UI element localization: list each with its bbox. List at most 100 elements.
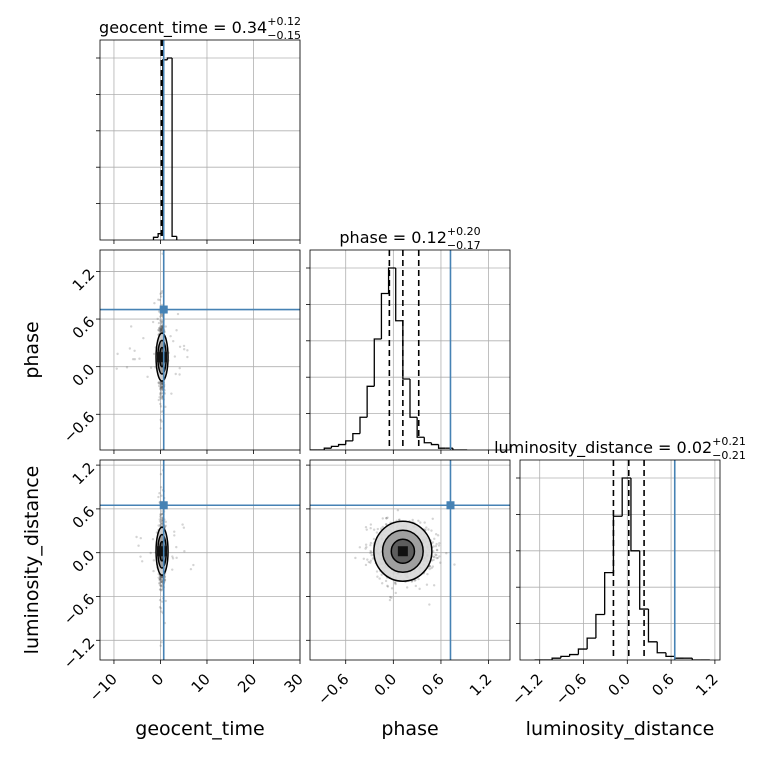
sample-point [161, 519, 164, 522]
sample-point [160, 509, 164, 513]
histogram-bin [577, 648, 588, 655]
sample-point [369, 527, 372, 530]
sample-point [160, 314, 163, 317]
title-minus-sign: − [447, 239, 456, 252]
sample-point [160, 321, 163, 324]
histogram-bin [647, 609, 658, 643]
sample-point [160, 580, 163, 583]
title-plus-sign: + [447, 225, 456, 238]
sample-point [432, 558, 435, 562]
panel-title-geocent_time: geocent_time = 0.34+0.12 [99, 15, 301, 38]
sample-point [157, 495, 160, 499]
sample-point [157, 381, 160, 384]
contour-line [381, 529, 424, 573]
x-tick-label: 0 [148, 670, 167, 689]
sample-point [152, 559, 156, 562]
histogram-bin [560, 655, 570, 659]
sample-point [161, 579, 164, 582]
sample-point [158, 326, 161, 330]
sample-point [158, 578, 162, 581]
sample-point [157, 328, 161, 331]
sample-point [159, 418, 162, 421]
title-minus-text: −0.15 [267, 29, 301, 42]
sample-point [159, 607, 163, 610]
sample-point [158, 520, 162, 523]
sample-point [158, 598, 162, 602]
sample-point [386, 585, 390, 588]
y-axis-label-luminosity_distance: luminosity_distance [21, 466, 43, 655]
histogram-bin [674, 656, 684, 659]
sample-point [159, 473, 163, 476]
histogram-bin [366, 385, 375, 418]
sample-point [186, 355, 189, 359]
sample-point [419, 521, 422, 524]
sample-point [159, 292, 162, 296]
title-minus-sign: − [712, 449, 721, 462]
title-equals: = [388, 228, 412, 247]
sample-point [175, 545, 178, 549]
sample-point [158, 395, 161, 399]
x-tick-label: 1.2 [466, 670, 496, 700]
sample-point [376, 527, 380, 531]
sample-point [436, 556, 439, 560]
sample-point [160, 396, 164, 399]
x-tick-label: 10 [188, 670, 214, 696]
sample-point [160, 395, 164, 398]
sample-point [159, 513, 163, 517]
histogram-bin [656, 641, 666, 654]
sample-point [160, 584, 163, 587]
sample-point [414, 584, 418, 588]
sample-point [161, 313, 164, 317]
sample-point [435, 548, 439, 552]
panel-luminosity_distance-histogram [520, 460, 720, 660]
sample-point [151, 537, 155, 541]
title-minus-text: −0.21 [712, 449, 746, 462]
sample-point [178, 366, 181, 370]
sample-point [160, 382, 164, 386]
sample-point [159, 315, 162, 318]
sample-point [183, 549, 186, 553]
sample-point [158, 382, 161, 385]
sample-point [394, 582, 397, 586]
sample-point [398, 518, 401, 521]
histogram-luminosity_distance [534, 460, 710, 660]
sample-point [159, 330, 162, 333]
sample-point [437, 544, 441, 547]
sample-point [160, 410, 164, 413]
sample-point [159, 584, 163, 587]
histogram-bin [568, 653, 579, 657]
sample-point [159, 486, 163, 489]
sample-point [135, 535, 138, 539]
sample-point [164, 520, 167, 524]
x-axis-label-luminosity_distance: luminosity_distance [526, 718, 715, 740]
sample-point [157, 298, 160, 301]
sample-point [366, 558, 369, 561]
sample-point [160, 325, 163, 329]
sample-point [438, 555, 441, 558]
histogram-bin [604, 571, 614, 615]
sample-point [364, 543, 368, 546]
sample-point [160, 521, 164, 524]
x-tick-label: 0.6 [418, 670, 448, 700]
histogram-bin [345, 440, 353, 445]
panel-frame [309, 459, 511, 661]
sample-point [379, 527, 383, 530]
sample-point [394, 591, 397, 595]
sample-point [160, 327, 163, 331]
sample-point [158, 579, 161, 582]
sample-point [375, 570, 379, 573]
histogram-bin [373, 338, 382, 387]
sample-point [380, 582, 384, 585]
sample-point [369, 543, 372, 547]
sample-point [159, 385, 162, 389]
sample-point [371, 557, 375, 560]
title-equals: = [208, 18, 232, 37]
sample-point [411, 518, 414, 522]
sample-point [445, 552, 448, 555]
histogram-bin [630, 478, 640, 552]
x-tick-label: 20 [234, 670, 260, 696]
sample-point [159, 576, 163, 579]
sample-point [417, 519, 420, 522]
sample-point [159, 523, 162, 527]
sample-point [125, 366, 129, 369]
